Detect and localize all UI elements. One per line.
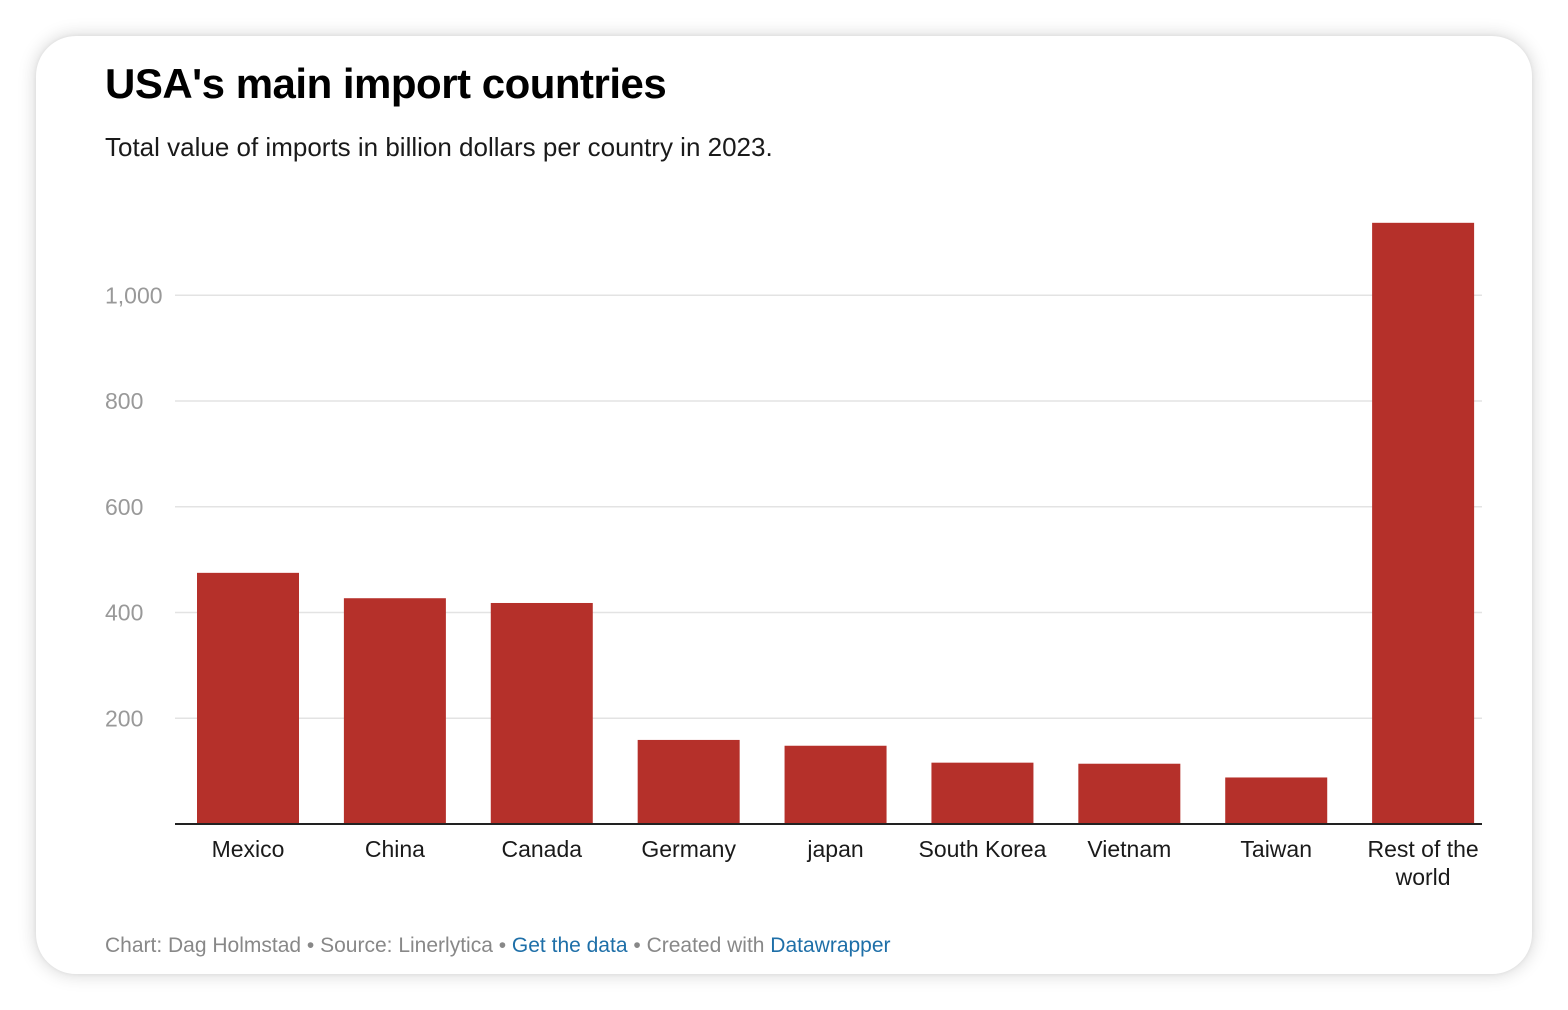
chart-card: USA's main import countries Total value …: [36, 36, 1532, 974]
chart-credit: Chart: Dag Holmstad: [105, 934, 302, 957]
chart-title: USA's main import countries: [105, 60, 667, 107]
x-tick-label: japan: [806, 836, 863, 862]
bar-germany: [637, 739, 740, 824]
bar-taiwan: [1225, 777, 1328, 824]
chart-footer: Chart: Dag Holmstad • Source: Linerlytic…: [105, 934, 891, 958]
y-tick-label: 600: [105, 494, 143, 520]
y-tick-label: 1,000: [105, 282, 163, 308]
x-tick-label: Mexico: [212, 836, 285, 862]
bar-china: [343, 598, 446, 824]
bar-japan: [784, 745, 887, 824]
x-tick-label: Canada: [501, 836, 582, 862]
bar-south-korea: [931, 762, 1034, 824]
datawrapper-link[interactable]: Datawrapper: [770, 934, 891, 957]
bar-mexico: [197, 572, 299, 824]
x-tick-label: South Korea: [919, 836, 1047, 862]
x-axis-category-labels: Mexico China Canada Germany japan South Korea…: [212, 836, 1479, 890]
created-with-text: Created with: [646, 934, 765, 957]
footer-separator: •: [498, 934, 507, 957]
y-tick-label: 400: [105, 600, 143, 626]
footer-separator: •: [306, 934, 315, 957]
x-tick-label: Rest of the world: [1367, 836, 1478, 890]
bar-chart: 200 400 600 800 1,000 Mexico China Canada Germa…: [105, 222, 1482, 890]
footer-separator: •: [633, 934, 641, 957]
bar-canada: [490, 602, 593, 824]
bar-vietnam: [1078, 763, 1181, 824]
x-tick-label: China: [365, 836, 425, 862]
chart-subtitle: Total value of imports in billion dollar…: [105, 132, 773, 162]
y-tick-label: 800: [105, 388, 143, 414]
x-tick-label: Germany: [641, 836, 736, 862]
bars: [197, 222, 1475, 824]
y-axis-tick-labels: 200 400 600 800 1,000: [105, 282, 163, 731]
bar-rest-of-the-world: [1372, 222, 1475, 824]
x-tick-label: Vietnam: [1087, 836, 1171, 862]
x-tick-label: Taiwan: [1240, 836, 1312, 862]
get-the-data-link[interactable]: Get the data: [511, 934, 628, 957]
source-credit: Source: Linerlytica: [320, 934, 493, 957]
y-tick-label: 200: [105, 705, 143, 731]
